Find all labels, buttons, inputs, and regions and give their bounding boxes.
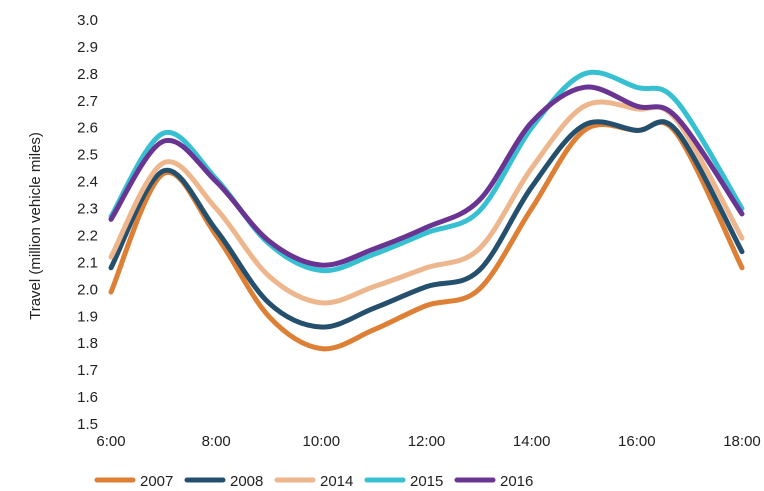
y-tick-label: 3.0 <box>77 12 98 29</box>
x-tick-label: 12:00 <box>408 433 446 450</box>
y-tick-label: 2.0 <box>77 281 98 298</box>
y-tick-label: 2.8 <box>77 66 98 83</box>
x-tick-label: 14:00 <box>513 433 551 450</box>
series-line-2016 <box>108 84 745 268</box>
y-tick-label: 1.6 <box>77 389 98 406</box>
y-tick-labels: 1.5 1.6 1.7 1.8 1.9 2.0 2.1 2.2 2.3 2.4 2.5 2.6 2.7 2… <box>77 12 98 433</box>
y-tick-label: 2.3 <box>77 201 98 218</box>
y-tick-label: 1.8 <box>77 335 98 352</box>
y-tick-label: 2.4 <box>77 174 98 191</box>
series-line-2014 <box>108 99 745 306</box>
legend: 2007 2008 2014 2015 2016 <box>94 473 533 490</box>
legend-label-2007: 2007 <box>140 473 173 490</box>
y-tick-label: 1.7 <box>77 362 98 379</box>
legend-label-2014: 2014 <box>320 473 353 490</box>
series-line-2008 <box>108 119 745 330</box>
y-tick-label: 2.6 <box>77 120 98 137</box>
x-tick-label: 10:00 <box>303 433 341 450</box>
legend-label-2016: 2016 <box>500 473 533 490</box>
y-tick-label: 2.9 <box>77 39 98 56</box>
y-tick-label: 1.9 <box>77 308 98 325</box>
x-tick-labels: 6:00 8:00 10:00 12:00 14:00 16:00 18:00 <box>96 433 760 450</box>
x-tick-label: 6:00 <box>96 433 125 450</box>
legend-label-2015: 2015 <box>410 473 443 490</box>
x-tick-label: 18:00 <box>723 433 761 450</box>
y-tick-label: 2.1 <box>77 254 98 271</box>
x-tick-label: 8:00 <box>202 433 231 450</box>
legend-label-2008: 2008 <box>230 473 263 490</box>
y-tick-label: 2.2 <box>77 227 98 244</box>
y-axis-label: Travel (million vehicle miles) <box>27 132 44 320</box>
x-tick-label: 16:00 <box>618 433 656 450</box>
series-lines <box>108 69 745 352</box>
y-tick-label: 1.5 <box>77 416 98 433</box>
series-line-2007 <box>108 119 745 352</box>
y-tick-label: 2.5 <box>77 147 98 164</box>
y-tick-label: 2.7 <box>77 93 98 110</box>
